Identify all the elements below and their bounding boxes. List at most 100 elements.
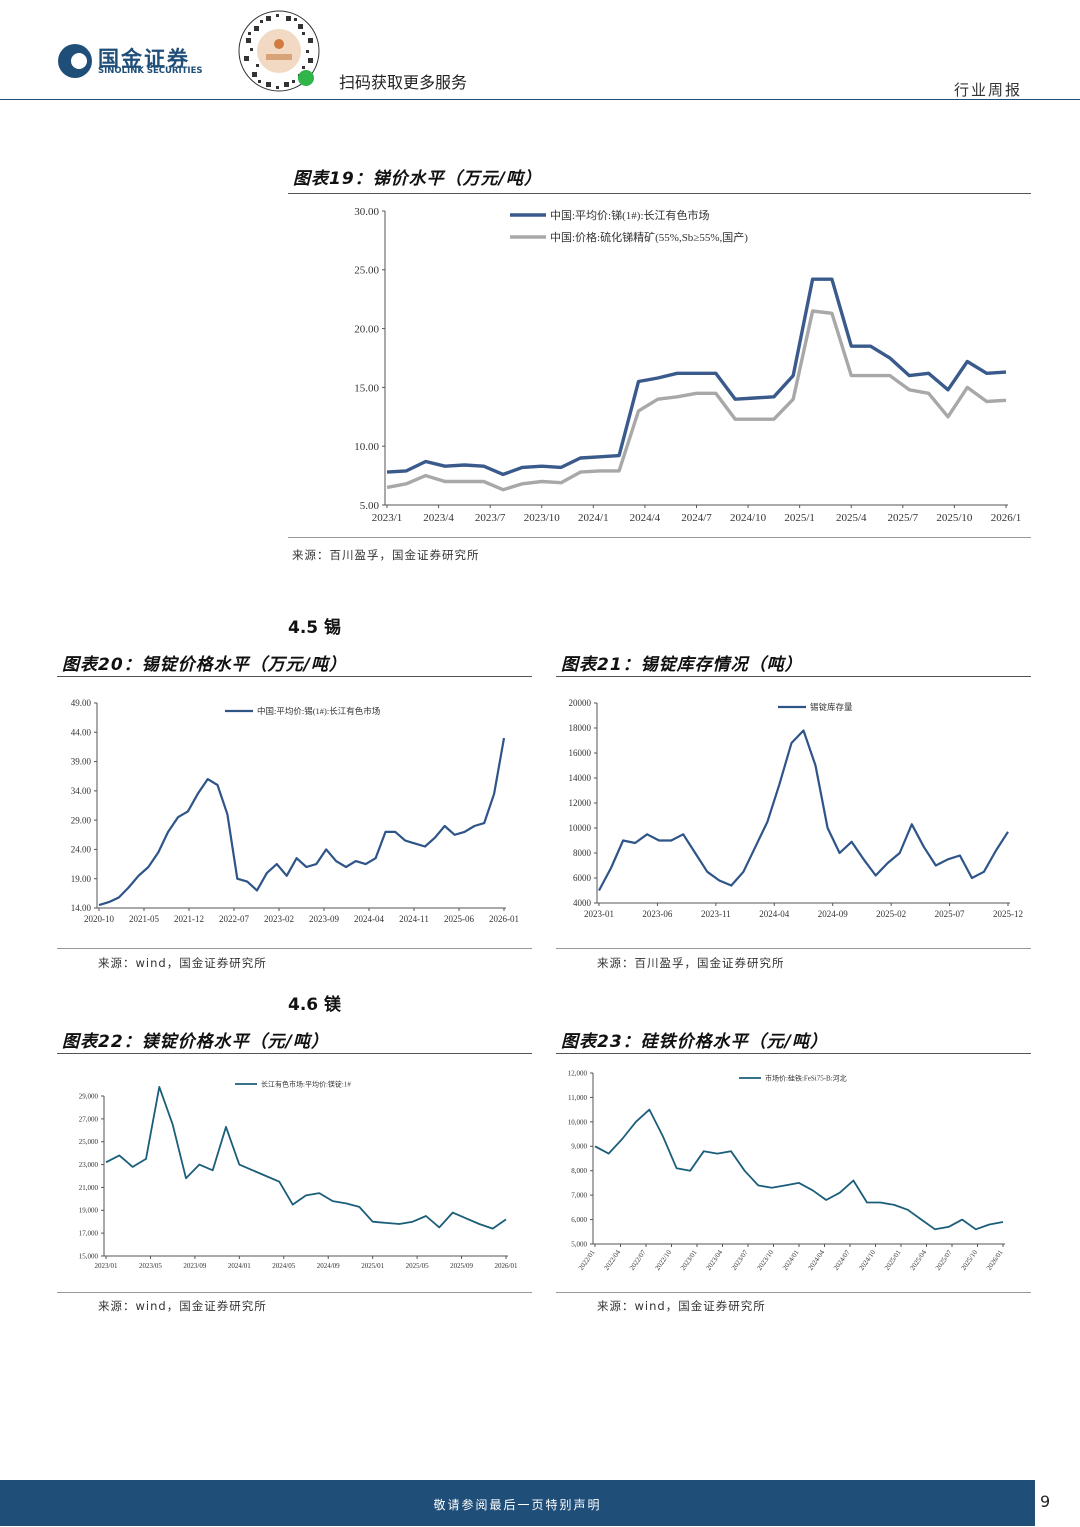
y-tick-label: 10000: [569, 823, 592, 833]
qr-code-icon[interactable]: [236, 8, 322, 94]
x-tick-label: 2023/01: [679, 1248, 699, 1272]
figure22-bottom-rule: [57, 1292, 532, 1293]
y-tick-label: 21,000: [79, 1184, 99, 1192]
figure19-title: 图表19：锑价水平（万元/吨）: [293, 169, 542, 189]
x-tick-label: 2023-01: [584, 909, 614, 919]
y-tick-label: 19.00: [71, 874, 92, 884]
figure22-source: 来源：wind，国金证券研究所: [98, 1299, 267, 1313]
y-tick-label: 12,000: [568, 1069, 588, 1077]
x-tick-label: 2025/01: [361, 1262, 384, 1270]
x-tick-label: 2025/1: [784, 512, 815, 524]
y-tick-label: 20000: [569, 698, 592, 708]
report-type-label: 行业周报: [953, 81, 1022, 99]
figure21-top-rule: [556, 676, 1031, 677]
figure19-top-rule: [288, 193, 1031, 194]
chart-magnesium-price: 29,000 27,000 25,000 23,000 21,000 19,000 17,0…: [79, 1079, 518, 1270]
section-tin-heading: 4.5 锡: [288, 618, 342, 638]
x-tick-label: 2023/4: [423, 512, 454, 524]
series-line-1: [594, 1108, 1004, 1231]
y-tick-label: 49.00: [71, 698, 92, 708]
chart-tin-inventory: 20000 18000 16000 14000 12000 10000 8000 6000 40…: [569, 698, 1024, 919]
x-tick-label: 2022/10: [653, 1248, 673, 1272]
figure21-source: 来源：百川盈孚，国金证券研究所: [597, 956, 785, 970]
series-line-2: [386, 309, 1007, 492]
x-tick-label: 2023-11: [701, 909, 731, 919]
y-tick-label: 16000: [569, 748, 592, 758]
y-tick-label: 12000: [569, 798, 592, 808]
sinolink-logo-icon: [58, 44, 92, 78]
x-tick-label: 2024/1: [578, 512, 609, 524]
x-tick-label: 2024/05: [272, 1262, 295, 1270]
y-tick-label: 5.00: [360, 500, 380, 512]
y-tick-label: 5,000: [571, 1240, 587, 1248]
x-tick-label: 2023/09: [183, 1262, 206, 1270]
figure23-source: 来源：wind，国金证券研究所: [597, 1299, 766, 1313]
y-tick-label: 27,000: [79, 1115, 99, 1123]
y-tick-label: 17,000: [79, 1230, 99, 1238]
y-tick-label: 8,000: [571, 1167, 587, 1175]
x-tick-label: 2024/04: [806, 1248, 826, 1272]
x-tick-label: 2025/09: [450, 1262, 473, 1270]
footer-bar: [0, 1480, 1035, 1526]
figure21-bottom-rule: [556, 948, 1031, 949]
x-tick-label: 2020-10: [84, 914, 114, 924]
x-tick-label: 2023-06: [642, 909, 672, 919]
y-tick-label: 8000: [573, 848, 592, 858]
legend-label-2: 中国:价格:硫化锑精矿(55%,Sb≥55%,国产): [550, 230, 748, 244]
x-tick-label: 2023/07: [730, 1248, 750, 1272]
x-tick-label: 2025-07: [935, 909, 965, 919]
figure22-title: 图表22：镁锭价格水平（元/吨）: [62, 1032, 329, 1052]
y-tick-label: 14000: [569, 773, 592, 783]
x-tick-label: 2024/10: [857, 1248, 877, 1272]
x-tick-label: 2026/01: [495, 1262, 518, 1270]
legend-label-1: 长江有色市场:平均价:镁锭:1#: [261, 1079, 351, 1088]
y-tick-label: 34.00: [71, 786, 92, 796]
figure19-bottom-rule: [288, 537, 1031, 538]
x-tick-label: 2023/7: [475, 512, 506, 524]
y-tick-label: 10.00: [354, 441, 379, 453]
y-tick-label: 19,000: [79, 1207, 99, 1215]
x-tick-label: 2023/1: [372, 512, 403, 524]
y-tick-label: 15,000: [79, 1252, 99, 1260]
y-tick-label: 44.00: [71, 727, 92, 737]
legend-label-1: 锡锭库存量: [810, 702, 853, 712]
y-tick-label: 4000: [573, 898, 592, 908]
x-tick-label: 2025/10: [959, 1248, 979, 1272]
section-magnesium-heading: 4.6 镁: [288, 995, 342, 1015]
y-tick-label: 6,000: [571, 1216, 587, 1224]
series-line-1: [105, 1085, 507, 1230]
y-tick-label: 6000: [573, 873, 592, 883]
x-tick-label: 2025/07: [934, 1248, 954, 1272]
y-tick-label: 10,000: [568, 1118, 588, 1126]
x-tick-label: 2024/7: [681, 512, 712, 524]
figure21-title: 图表21：锡锭库存情况（吨）: [561, 655, 803, 675]
x-tick-label: 2024/01: [228, 1262, 251, 1270]
x-tick-label: 2021-05: [129, 914, 159, 924]
x-tick-label: 2025/4: [836, 512, 867, 524]
x-tick-label: 2024/09: [317, 1262, 340, 1270]
figure20-title: 图表20：锡锭价格水平（万元/吨）: [62, 655, 347, 675]
x-tick-label: 2025-02: [876, 909, 906, 919]
x-tick-label: 2025/10: [936, 512, 973, 524]
x-tick-label: 2023/05: [139, 1262, 162, 1270]
y-tick-label: 15.00: [354, 382, 379, 394]
figure19-source: 来源：百川盈孚，国金证券研究所: [292, 548, 480, 562]
chart-tin-price: 49.00 44.00 39.00 34.00 29.00 24.00 19.00 14.00…: [71, 698, 519, 924]
figure22-top-rule: [57, 1053, 532, 1054]
y-tick-label: 29.00: [71, 815, 92, 825]
x-tick-label: 2024/01: [781, 1248, 801, 1272]
x-tick-label: 2026-01: [489, 914, 519, 924]
x-tick-label: 2024/10: [730, 512, 767, 524]
x-tick-label: 2025/7: [888, 512, 919, 524]
x-tick-label: 2022/01: [577, 1248, 597, 1272]
x-tick-label: 2023/01: [95, 1262, 118, 1270]
series-line-1: [98, 737, 506, 907]
x-tick-label: 2023/10: [755, 1248, 775, 1272]
x-tick-label: 2023/10: [524, 512, 561, 524]
footer-disclaimer[interactable]: 敬请参阅最后一页特别声明: [433, 1498, 602, 1512]
y-tick-label: 7,000: [571, 1192, 587, 1200]
figure20-bottom-rule: [57, 948, 532, 949]
y-tick-label: 24.00: [71, 845, 92, 855]
company-name-en: SINOLINK SECURITIES: [98, 66, 203, 76]
x-tick-label: 2023-09: [309, 914, 339, 924]
